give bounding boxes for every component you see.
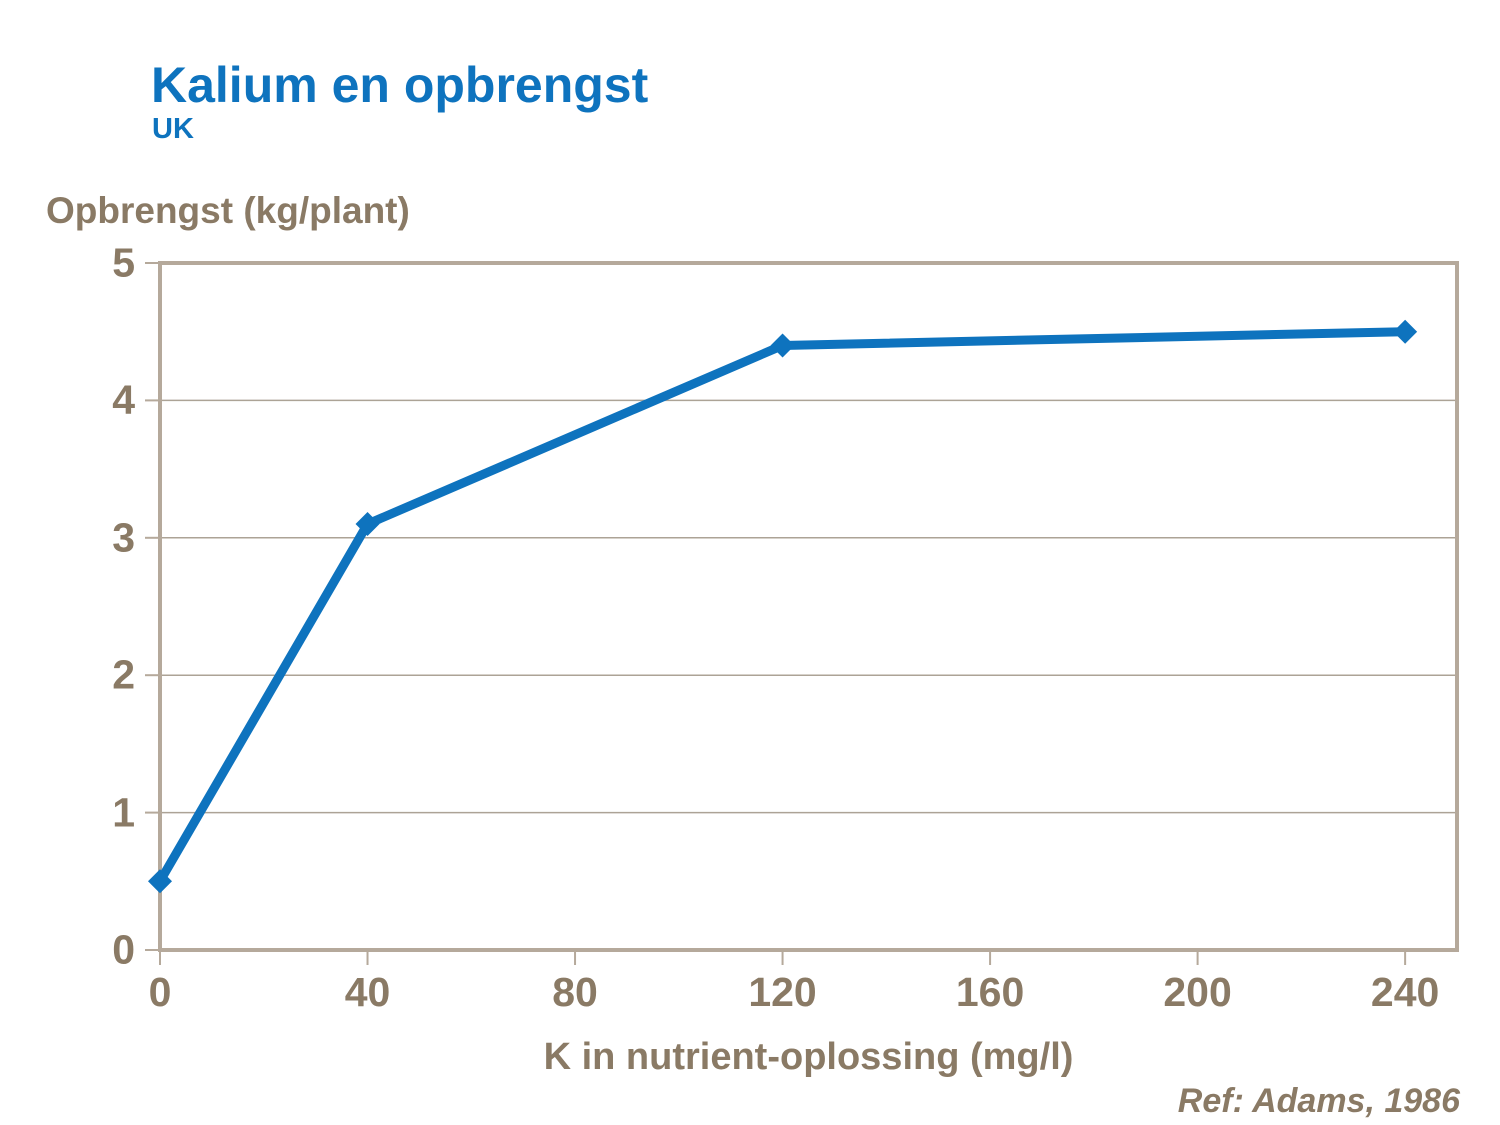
y-tick-label: 2 <box>112 651 135 698</box>
chart-title: Kalium en opbrengst <box>151 57 649 113</box>
plot-border <box>158 261 1459 952</box>
data-line <box>155 327 1410 886</box>
y-axis-title: Opbrengst (kg/plant) <box>46 190 410 231</box>
data-point-marker <box>1393 319 1418 344</box>
data-point-marker <box>770 333 795 358</box>
x-tick-label: 200 <box>1163 969 1232 1015</box>
reference-citation: Ref: Adams, 1986 <box>1177 1082 1460 1120</box>
x-tick-label: 80 <box>552 969 598 1015</box>
y-tick-label: 0 <box>112 926 135 973</box>
data-point-marker <box>355 512 380 537</box>
x-tick-label: 120 <box>748 969 817 1015</box>
data-point-marker <box>148 869 172 894</box>
x-tick-label: 40 <box>344 969 391 1015</box>
y-tick-label: 1 <box>112 789 135 836</box>
y-tick-label: 4 <box>112 376 135 423</box>
y-tick-label: 5 <box>112 239 135 286</box>
y-tick-label: 3 <box>112 514 135 561</box>
x-tick-label: 160 <box>955 969 1025 1015</box>
x-axis-title: K in nutrient-oplossing (mg/l) <box>543 1036 1074 1078</box>
chart-subtitle: UK <box>152 113 194 145</box>
x-tick-label: 240 <box>1370 969 1440 1015</box>
x-tick-label: 0 <box>148 969 172 1015</box>
